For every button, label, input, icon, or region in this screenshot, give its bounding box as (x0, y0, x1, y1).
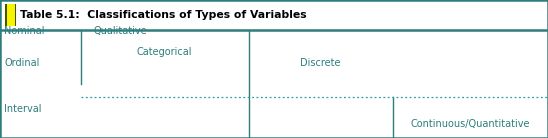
Text: Continuous/Quantitative: Continuous/Quantitative (410, 119, 530, 129)
Text: Qualitative: Qualitative (94, 26, 147, 36)
Text: Table 5.1:  Classifications of Types of Variables: Table 5.1: Classifications of Types of V… (20, 10, 306, 20)
Text: Nominal: Nominal (4, 26, 45, 36)
FancyBboxPatch shape (5, 4, 16, 26)
Text: Categorical: Categorical (136, 47, 192, 57)
FancyBboxPatch shape (7, 4, 15, 26)
Text: Interval: Interval (4, 104, 42, 114)
Text: Ordinal: Ordinal (4, 58, 40, 68)
Text: Discrete: Discrete (300, 58, 341, 68)
